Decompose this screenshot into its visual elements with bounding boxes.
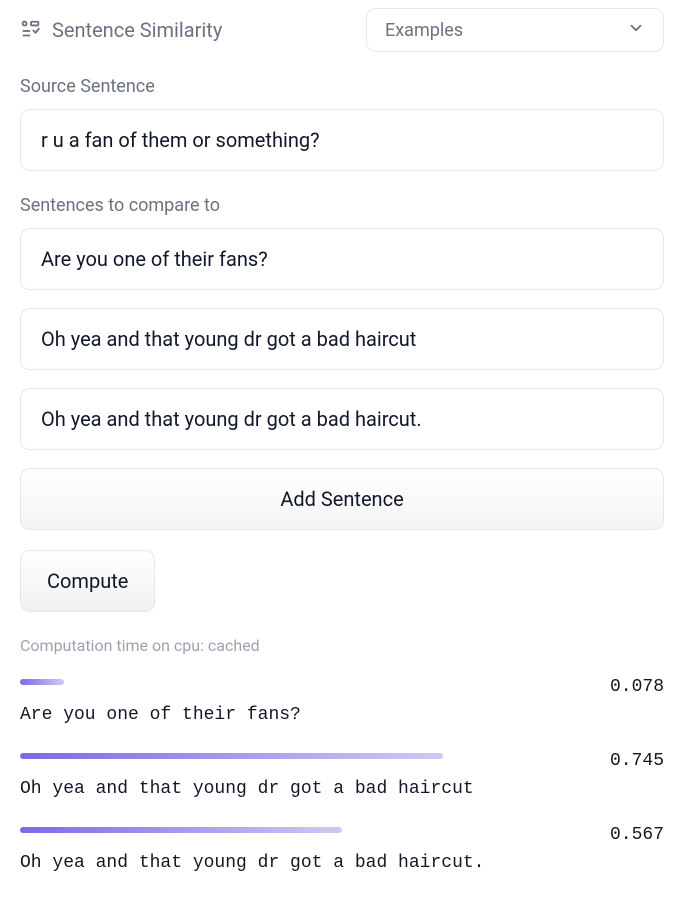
compare-section: Sentences to compare to Add Sentence	[20, 195, 664, 550]
score-value: 0.567	[604, 825, 664, 845]
score-value: 0.078	[604, 677, 664, 697]
compare-input[interactable]	[20, 388, 664, 450]
compare-input[interactable]	[20, 308, 664, 370]
result-row: 0.745 Oh yea and that young dr got a bad…	[20, 751, 664, 799]
source-label: Source Sentence	[20, 76, 664, 97]
computation-time: Computation time on cpu: cached	[20, 636, 664, 655]
score-value: 0.745	[604, 751, 664, 771]
chevron-down-icon	[627, 19, 645, 42]
compute-button[interactable]: Compute	[20, 550, 155, 612]
results-list: 0.078 Are you one of their fans? 0.745 O…	[20, 677, 664, 873]
score-bar-fill	[20, 753, 443, 759]
result-text: Oh yea and that young dr got a bad hairc…	[20, 779, 664, 799]
result-row: 0.078 Are you one of their fans?	[20, 677, 664, 725]
examples-dropdown[interactable]: Examples	[366, 8, 664, 52]
header: Sentence Similarity Examples	[20, 8, 664, 52]
score-bar	[20, 753, 588, 759]
similarity-icon	[20, 19, 42, 41]
compare-list	[20, 228, 664, 450]
examples-dropdown-label: Examples	[385, 20, 463, 41]
score-bar-fill	[20, 679, 64, 685]
score-bar-fill	[20, 827, 342, 833]
source-section: Source Sentence	[20, 76, 664, 171]
score-bar	[20, 827, 588, 833]
score-bar	[20, 679, 588, 685]
result-text: Are you one of their fans?	[20, 705, 664, 725]
page-title: Sentence Similarity	[52, 18, 222, 42]
result-text: Oh yea and that young dr got a bad hairc…	[20, 853, 664, 873]
add-sentence-button[interactable]: Add Sentence	[20, 468, 664, 530]
source-input[interactable]	[20, 109, 664, 171]
compare-input[interactable]	[20, 228, 664, 290]
compare-label: Sentences to compare to	[20, 195, 664, 216]
title-group: Sentence Similarity	[20, 18, 222, 42]
result-row: 0.567 Oh yea and that young dr got a bad…	[20, 825, 664, 873]
